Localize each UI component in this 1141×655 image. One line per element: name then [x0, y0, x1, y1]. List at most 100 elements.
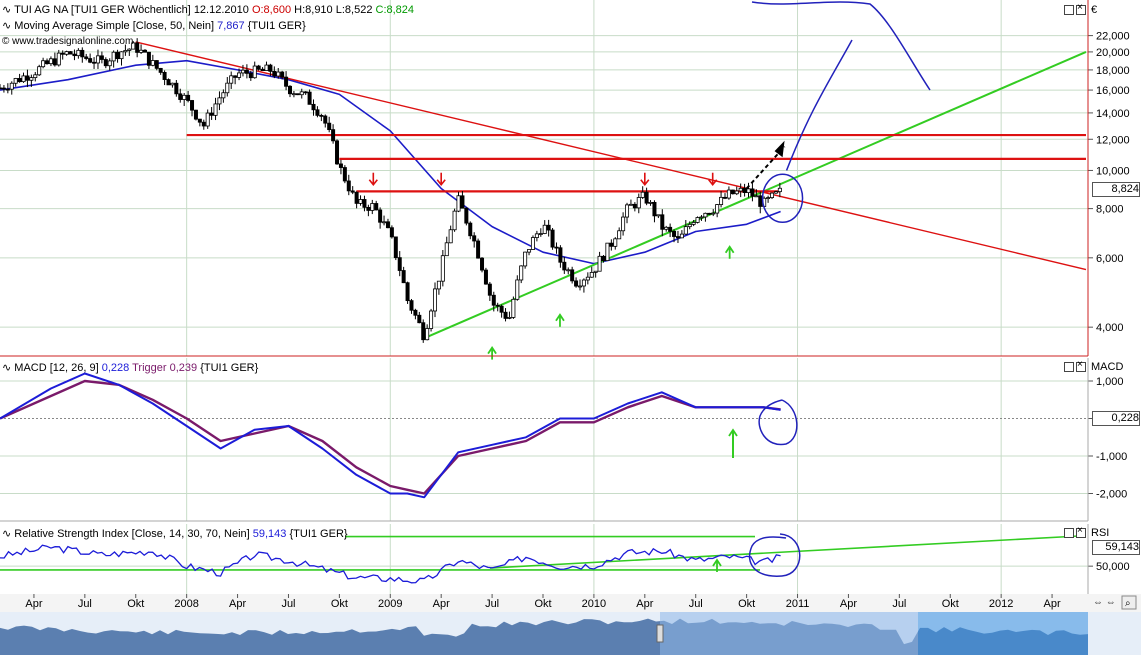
price-chart[interactable]: 22,000 20,000 18,000 16,000 14,000 12,000 10,0… — [0, 0, 1141, 360]
candle — [480, 257, 485, 271]
rsi-title: Relative Strength Index [Close, 14, 30, … — [14, 528, 250, 540]
rsi-close-button[interactable]: × — [1076, 525, 1086, 538]
candle — [770, 192, 775, 198]
candle — [589, 272, 594, 278]
candle — [311, 103, 316, 111]
candle — [115, 51, 120, 60]
macd-tick-label: -1,000 — [1096, 451, 1127, 463]
macd-trigger-label: Trigger — [132, 362, 167, 374]
price-restore-button[interactable] — [1064, 5, 1074, 15]
rsi-trendline — [489, 534, 1087, 569]
macd-close-button[interactable]: × — [1076, 359, 1086, 372]
candle — [456, 195, 461, 212]
macd-tick-label: -2,000 — [1096, 489, 1127, 501]
arrow-up-icon — [487, 345, 497, 360]
candle — [393, 236, 398, 259]
candle — [464, 207, 469, 224]
candle — [436, 280, 441, 290]
price-tick-label: 10,000 — [1096, 165, 1130, 177]
macd-chart[interactable]: 1,0000,000-1,000-2,000 — [0, 358, 1141, 523]
time-tick-label: 2008 — [174, 598, 198, 610]
price-candles — [0, 38, 782, 343]
candle — [679, 233, 684, 239]
candle — [550, 229, 555, 248]
candle — [150, 60, 155, 66]
candle — [142, 49, 147, 53]
candle — [538, 233, 543, 235]
candle — [248, 72, 253, 79]
macd-restore-button[interactable] — [1064, 362, 1074, 372]
navigator-selection[interactable] — [660, 612, 918, 655]
candle — [331, 129, 336, 142]
candle — [139, 49, 144, 53]
candle — [421, 322, 426, 341]
candle — [374, 203, 379, 211]
candle — [303, 91, 308, 94]
candle — [499, 305, 504, 313]
candle — [397, 257, 402, 271]
candle — [327, 122, 332, 131]
candle — [131, 42, 136, 50]
currency-label: € — [1091, 4, 1098, 16]
time-tick-label: Okt — [331, 598, 348, 610]
candle — [354, 191, 359, 204]
candle — [609, 242, 614, 247]
rsi-title-icon: ∿ — [2, 528, 12, 540]
time-tick-label: Apr — [25, 598, 42, 610]
macd-lines — [0, 372, 781, 499]
time-axis[interactable]: Apr Jul Okt 2008 Apr Jul Okt 2009 Apr Jul Okt 2010 A… — [0, 594, 1141, 655]
candle — [268, 64, 273, 72]
time-tick-label: 2010 — [582, 598, 606, 610]
candle — [621, 216, 626, 232]
candle — [570, 269, 575, 282]
candle — [566, 269, 571, 272]
candle — [668, 226, 673, 232]
candle — [628, 203, 633, 206]
candle — [260, 68, 265, 71]
rsi-chart[interactable]: 50,000 — [0, 524, 1141, 594]
candle — [722, 196, 727, 199]
candle — [264, 64, 269, 71]
candle — [766, 197, 771, 199]
candle — [287, 85, 292, 95]
zoom-arrows-icon[interactable]: ⇔ ⇔ — [1093, 597, 1116, 608]
price-close-button[interactable]: × — [1076, 2, 1086, 15]
candle — [21, 75, 26, 83]
price-high: H:8,910 — [294, 4, 333, 16]
candle — [687, 223, 692, 228]
candle — [119, 51, 124, 60]
macd-title: MACD [12, 26, 9] — [14, 362, 99, 374]
candle — [186, 94, 191, 101]
candle — [76, 49, 81, 57]
candle — [295, 93, 300, 96]
candle — [542, 224, 547, 234]
candle — [527, 249, 532, 253]
candle — [252, 65, 257, 79]
arrow-up-icon — [555, 313, 565, 327]
candle — [652, 201, 657, 217]
price-tick-label: 12,000 — [1096, 134, 1130, 146]
candle — [244, 69, 249, 74]
time-tick-label: Jul — [485, 598, 499, 610]
price-tick-label: 22,000 — [1096, 31, 1130, 43]
candle — [84, 56, 89, 59]
candle — [719, 196, 724, 205]
rsi-restore-button[interactable] — [1064, 528, 1074, 538]
candle — [229, 75, 234, 84]
candle — [197, 118, 202, 123]
candle — [507, 317, 512, 319]
hand-drawn-circle — [758, 399, 798, 446]
candle — [648, 201, 653, 204]
candle — [640, 191, 645, 198]
resistance-trendline — [135, 41, 1087, 271]
rsi-line — [0, 544, 781, 584]
price-symbol: TUI AG NA [TUI1 GER Wöchentlich] — [14, 4, 191, 16]
navigator-handle[interactable] — [656, 624, 664, 643]
price-lines — [0, 41, 1087, 340]
zoom-button[interactable] — [1121, 595, 1137, 610]
macd-line — [0, 372, 781, 499]
candle — [656, 214, 661, 217]
candle — [593, 270, 598, 273]
candle — [146, 51, 151, 66]
navigator-future — [918, 612, 1088, 655]
